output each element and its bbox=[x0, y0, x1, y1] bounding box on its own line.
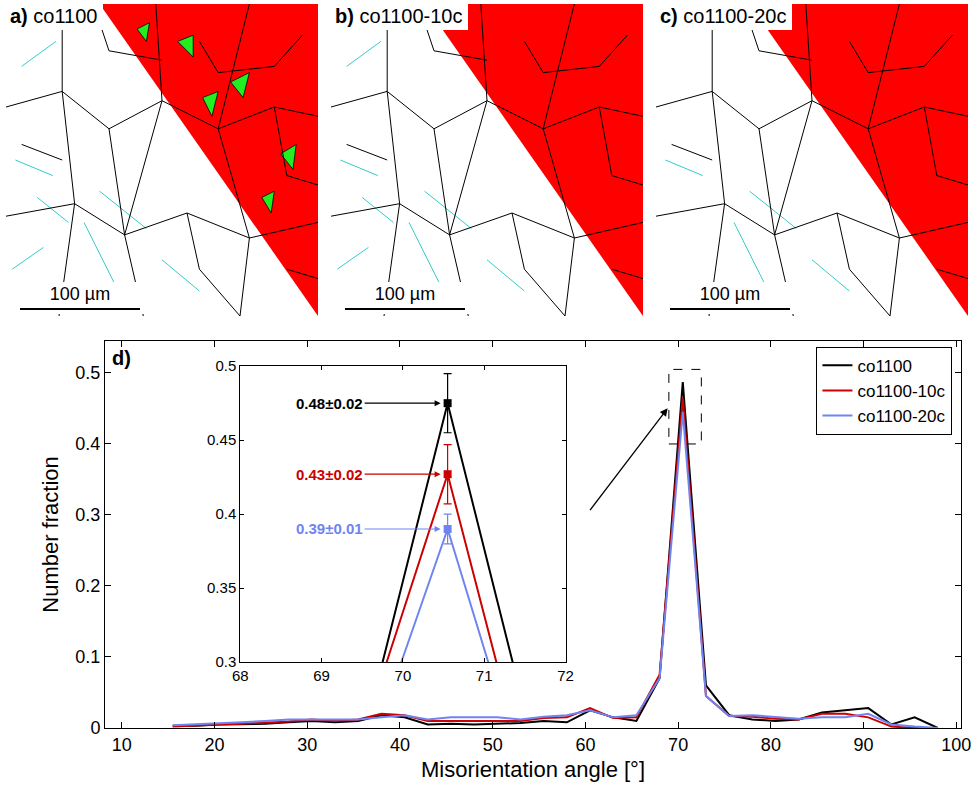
svg-text:0.5: 0.5 bbox=[215, 357, 236, 374]
svg-text:0.5: 0.5 bbox=[75, 363, 100, 383]
svg-text:50: 50 bbox=[483, 735, 503, 755]
svg-text:60: 60 bbox=[575, 735, 595, 755]
svg-text:68: 68 bbox=[232, 667, 249, 684]
svg-text:0.3: 0.3 bbox=[75, 505, 100, 525]
svg-text:71: 71 bbox=[476, 667, 493, 684]
svg-text:0.48±0.02: 0.48±0.02 bbox=[296, 395, 363, 412]
svg-text:0: 0 bbox=[90, 718, 100, 738]
svg-text:100: 100 bbox=[941, 735, 971, 755]
svg-text:0.39±0.01: 0.39±0.01 bbox=[296, 520, 363, 537]
svg-text:69: 69 bbox=[313, 667, 330, 684]
svg-text:30: 30 bbox=[297, 735, 317, 755]
svg-text:70: 70 bbox=[395, 667, 412, 684]
svg-text:Number fraction: Number fraction bbox=[38, 456, 63, 613]
svg-text:d): d) bbox=[112, 347, 131, 369]
html-text:100 µm: 100 µm bbox=[49, 284, 111, 304]
svg-text:40: 40 bbox=[390, 735, 410, 755]
svg-text:co1100: co1100 bbox=[857, 357, 912, 376]
svg-text:co1100-10c: co1100-10c bbox=[857, 382, 945, 401]
svg-text:70: 70 bbox=[668, 735, 688, 755]
svg-text:0.3: 0.3 bbox=[215, 653, 236, 670]
svg-text:0.4: 0.4 bbox=[75, 434, 100, 454]
html-text:a) co1100: a) co1100 bbox=[10, 5, 98, 27]
html-text:100 µm: 100 µm bbox=[699, 284, 761, 304]
svg-text:Misorientation angle [°]: Misorientation angle [°] bbox=[421, 757, 645, 782]
svg-text:20: 20 bbox=[204, 735, 224, 755]
svg-text:10: 10 bbox=[112, 735, 132, 755]
html-text:100 µm: 100 µm bbox=[374, 284, 436, 304]
svg-text:80: 80 bbox=[761, 735, 781, 755]
html-text:b) co1100-10c: b) co1100-10c bbox=[335, 5, 463, 27]
svg-text:co1100-20c: co1100-20c bbox=[857, 407, 945, 426]
svg-text:90: 90 bbox=[854, 735, 874, 755]
svg-text:0.2: 0.2 bbox=[75, 576, 100, 596]
svg-text:0.4: 0.4 bbox=[215, 505, 236, 522]
svg-text:0.45: 0.45 bbox=[207, 431, 236, 448]
html-text:c) co1100-20c: c) co1100-20c bbox=[660, 5, 787, 27]
svg-text:0.35: 0.35 bbox=[207, 579, 236, 596]
svg-text:0.43±0.02: 0.43±0.02 bbox=[296, 466, 363, 483]
svg-text:0.1: 0.1 bbox=[75, 647, 100, 667]
svg-text:72: 72 bbox=[557, 667, 574, 684]
